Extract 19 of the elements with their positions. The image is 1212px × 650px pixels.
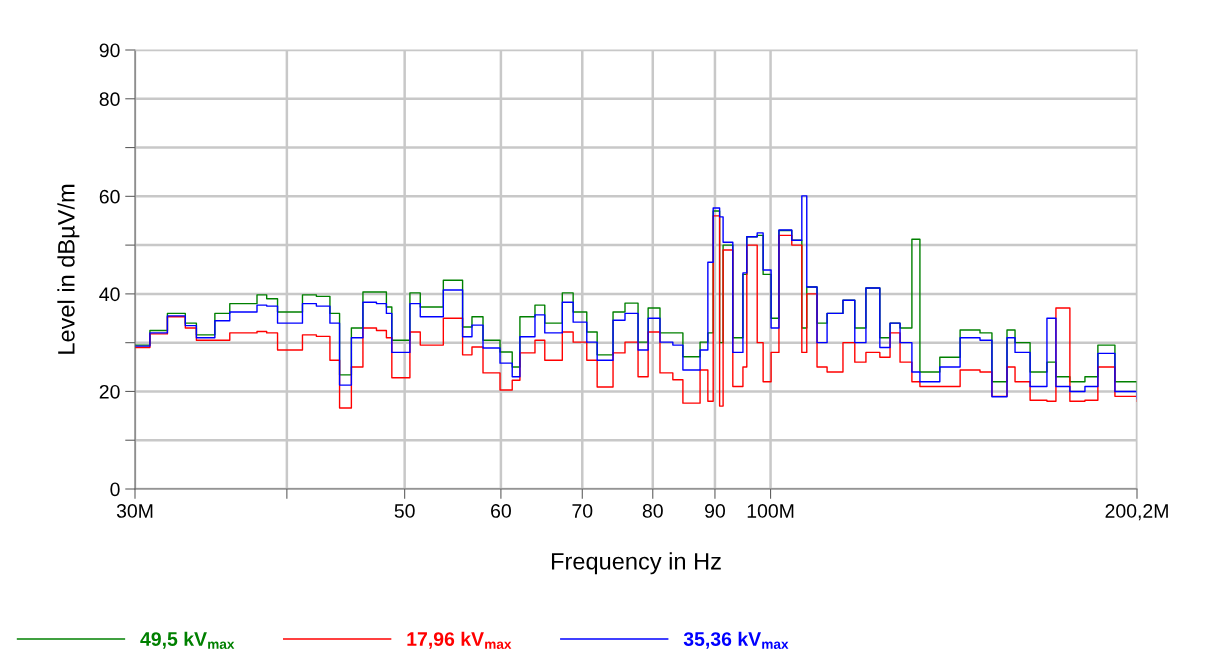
x-tick-label: 70 xyxy=(572,504,593,518)
y-tick-label: 90 xyxy=(99,43,120,58)
x-tick-label: 90 xyxy=(705,504,725,518)
y-tick-label: 80 xyxy=(99,92,120,107)
y-axis-title: Level in dBµV/m xyxy=(57,184,80,354)
text: 49,5 kV$_{max}$ xyxy=(140,631,235,649)
x-tick-label: 60 xyxy=(491,504,511,518)
x-tick-label: 80 xyxy=(642,504,663,518)
y-tick-label: 60 xyxy=(99,189,120,204)
x-tick-label: 50 xyxy=(394,504,415,518)
x-tick-label: 200,2M xyxy=(1105,504,1168,521)
text: 35,36 kV$_{max}$ xyxy=(683,631,789,649)
x-tick-label: 100M xyxy=(747,504,794,518)
y-tick-label: 40 xyxy=(99,287,120,302)
x-axis-title: Frequency in Hz xyxy=(551,552,721,575)
text: 17,96 kV$_{max}$ xyxy=(407,631,512,649)
x-tick-label: 30M xyxy=(116,504,153,518)
y-tick-label: 0 xyxy=(110,482,120,497)
y-tick-label: 20 xyxy=(99,384,120,399)
